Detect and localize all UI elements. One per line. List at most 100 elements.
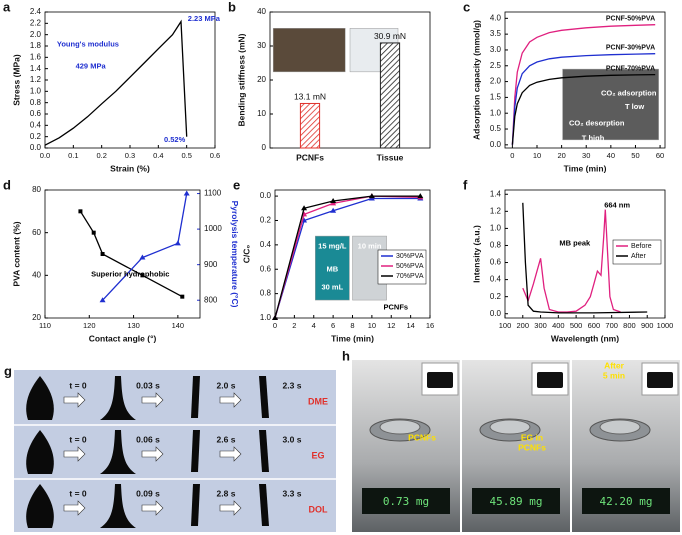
data-point	[99, 297, 106, 303]
legend-label: After	[631, 253, 646, 260]
legend-label: 70%PVA	[396, 273, 424, 280]
arrow	[63, 500, 86, 516]
y-tick-label: 4.0	[490, 13, 502, 22]
sample	[427, 372, 453, 388]
plot-frame	[274, 189, 431, 319]
display	[362, 488, 450, 514]
y2-tick-label: 1000	[204, 224, 222, 233]
caption: 5 min	[603, 370, 625, 380]
x-tick-label: 600	[588, 321, 601, 330]
series-line	[511, 53, 656, 145]
time-label: 2.0 s	[217, 380, 236, 390]
y-tick-label: 2.0	[490, 77, 502, 86]
x-axis-label: Time (min)	[564, 163, 607, 173]
x-tick-label: 110	[39, 321, 51, 330]
inset-image	[272, 28, 346, 73]
y-tick-label: 3.0	[490, 45, 502, 54]
y-axis-label: C/C₀	[241, 245, 251, 264]
plot-frame	[44, 11, 216, 149]
y-tick-label: 0.6	[490, 258, 502, 267]
annotation: MB peak	[559, 239, 591, 248]
display	[472, 488, 560, 514]
data-point	[78, 209, 83, 214]
y-tick-label: 1.0	[30, 86, 42, 95]
x-tick-label: 4	[312, 321, 316, 330]
arrow	[141, 500, 164, 516]
x-tick-label: 2	[292, 321, 296, 330]
x-tick-label: 1000	[657, 321, 674, 330]
x-tick-label: 140	[172, 321, 185, 330]
panel-label: a	[3, 0, 11, 14]
y-tick-label: 0.2	[30, 132, 42, 141]
droplet	[259, 430, 269, 472]
row-label: DME	[308, 396, 328, 406]
y-tick-label: 0.6	[30, 109, 42, 118]
x-tick-label: 900	[641, 321, 654, 330]
x-tick-label: 0	[510, 151, 514, 160]
droplet	[100, 376, 136, 420]
droplet	[26, 376, 54, 420]
x-axis-label: Time (min)	[331, 333, 374, 343]
x-tick-label: 0.3	[125, 151, 135, 160]
y-tick-label: 0.4	[30, 120, 42, 129]
y-tick-label: 1.5	[490, 93, 502, 102]
series-line	[522, 209, 621, 313]
value-label: 13.1 mN	[294, 92, 326, 102]
y-tick-label: 1.4	[490, 189, 502, 198]
y-tick-label: 30	[257, 41, 266, 50]
annotation: T high	[582, 133, 605, 142]
arrow	[219, 500, 242, 516]
annotation: CO₂ adsorption	[601, 89, 657, 98]
arrow	[63, 446, 86, 462]
photo	[14, 370, 336, 532]
series-label: PCNF-30%PVA	[606, 45, 655, 52]
y2-tick-label: 800	[204, 295, 218, 304]
sample	[647, 372, 673, 388]
panel-label: h	[342, 348, 350, 363]
annotation: 10 min	[358, 241, 382, 250]
y-axis-label: Stress (MPa)	[11, 54, 21, 106]
bar	[299, 102, 321, 149]
x-tick-label: 0.4	[153, 151, 163, 160]
x-tick-label: 0.6	[210, 151, 220, 160]
y-tick-label: 60	[32, 228, 41, 237]
x-tick-label: 0.0	[40, 151, 50, 160]
caption: After	[604, 360, 625, 370]
y-tick-label: 1.8	[30, 41, 42, 50]
time-label: t = 0	[69, 380, 87, 390]
x-axis-label: Strain (%)	[110, 163, 150, 173]
x-tick-label: 700	[605, 321, 618, 330]
arrow	[141, 392, 164, 408]
y-tick-label: 2.0	[30, 30, 42, 39]
panel-label: c	[463, 0, 470, 14]
annotation: 30 mL	[322, 282, 344, 291]
data-point	[140, 273, 145, 278]
x-tick-label: 20	[557, 151, 565, 160]
data-point	[417, 193, 424, 199]
droplet	[100, 484, 136, 528]
data-point	[330, 197, 337, 203]
y2-axis-label: Pyrolysis temperature (°C)	[230, 201, 240, 308]
legend-label: 50%PVA	[396, 263, 424, 270]
x-tick-label: 200	[517, 321, 530, 330]
time-label: 2.8 s	[217, 488, 236, 498]
droplet	[26, 484, 54, 528]
y-tick-label: 1.0	[490, 108, 502, 117]
x-tick-label: 0.2	[96, 151, 106, 160]
data-point	[174, 240, 181, 246]
panel-label: b	[228, 0, 236, 14]
panel-label: d	[3, 177, 11, 192]
y-tick-label: 1.6	[30, 52, 42, 61]
annotation: 664 nm	[604, 200, 630, 209]
y-axis-label: Intensity (a.u.)	[471, 225, 481, 283]
data-point	[91, 230, 96, 235]
annotation: CO₂ desorption	[569, 119, 625, 128]
y-tick-label: 0.4	[490, 275, 502, 284]
series-line	[44, 19, 188, 146]
time-label: 3.3 s	[283, 488, 302, 498]
data-point	[100, 252, 105, 256]
annotation: 15 mg/L	[318, 241, 347, 250]
series-line	[102, 193, 188, 301]
panel-label: f	[463, 177, 468, 192]
plot-frame	[504, 11, 666, 149]
